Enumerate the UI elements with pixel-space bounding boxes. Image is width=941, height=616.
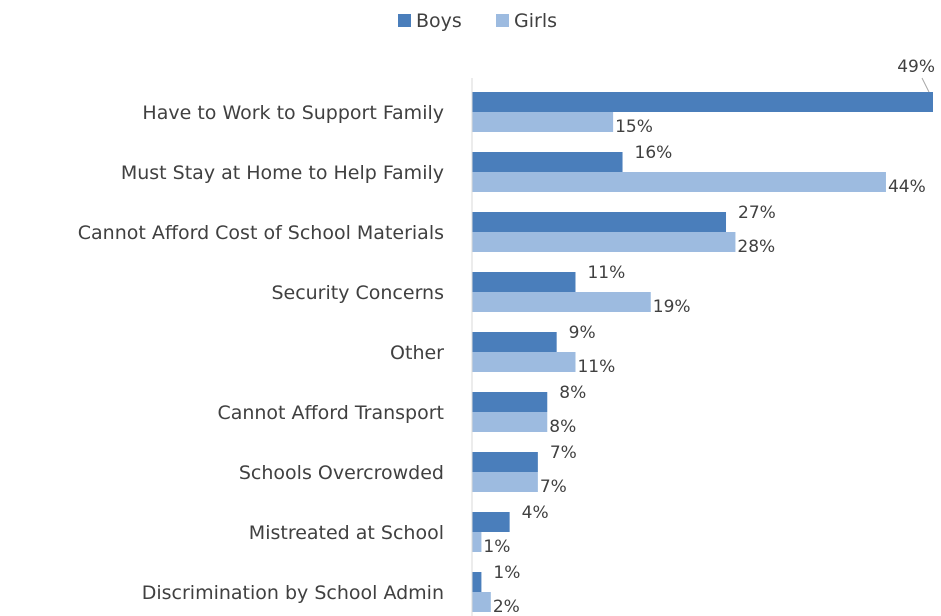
category-label: Other [390,342,444,364]
bar-boys [472,212,727,232]
bar-girls [472,472,538,492]
legend-label-boys: Boys [416,10,462,32]
legend-label-girls: Girls [514,10,557,32]
bar-boys [472,392,548,412]
label-leader-line [921,77,930,93]
category-label: Security Concerns [271,282,444,304]
value-labels: 49% 15% 16% 44% 27% 28% 11% 19% 9% 11% 8% 8% 7% 7% 4% 1… [483,57,935,616]
data-label-girls: 11% [577,357,615,377]
data-label-boys: 8% [559,383,586,403]
bar-girls [472,172,886,192]
bar-boys [472,92,933,112]
bar-girls [472,592,491,612]
data-label-girls: 1% [483,537,510,557]
data-label-boys: 11% [587,263,625,283]
bar-girls [472,112,614,132]
bar-girls [472,532,482,552]
data-label-boys: 49% [897,57,935,77]
category-label: Have to Work to Support Family [142,102,444,124]
data-label-girls: 2% [493,597,520,616]
category-label: Cannot Afford Transport [217,402,444,424]
bar-boys [472,332,557,352]
bar-boys [472,572,482,592]
data-label-girls: 7% [540,477,567,497]
category-label: Discrimination by School Admin [142,582,444,604]
legend-swatch-boys [398,14,411,27]
data-label-boys: 4% [522,503,549,523]
category-label: Schools Overcrowded [239,462,444,484]
category-label: Must Stay at Home to Help Family [121,162,444,184]
data-label-girls: 8% [549,417,576,437]
bar-girls [472,412,548,432]
data-label-boys: 27% [738,203,776,223]
legend-swatch-girls [496,14,509,27]
category-label: Cannot Afford Cost of School Materials [78,222,444,244]
bar-girls [472,352,576,372]
data-label-girls: 19% [653,297,691,317]
bar-boys [472,512,510,532]
category-labels: Have to Work to Support Family Must Stay … [78,102,444,604]
bars [472,92,933,612]
data-label-girls: 28% [737,237,775,257]
data-label-boys: 9% [569,323,596,343]
legend: Boys Girls [398,10,557,32]
data-label-boys: 7% [550,443,577,463]
bar-girls [472,292,651,312]
data-label-girls: 15% [615,117,653,137]
bar-boys [472,152,623,172]
data-label-girls: 44% [888,177,926,197]
bar-boys [472,452,538,472]
data-label-boys: 16% [635,143,673,163]
category-label: Mistreated at School [249,522,444,544]
data-label-boys: 1% [493,563,520,583]
bar-boys [472,272,576,292]
bar-girls [472,232,736,252]
